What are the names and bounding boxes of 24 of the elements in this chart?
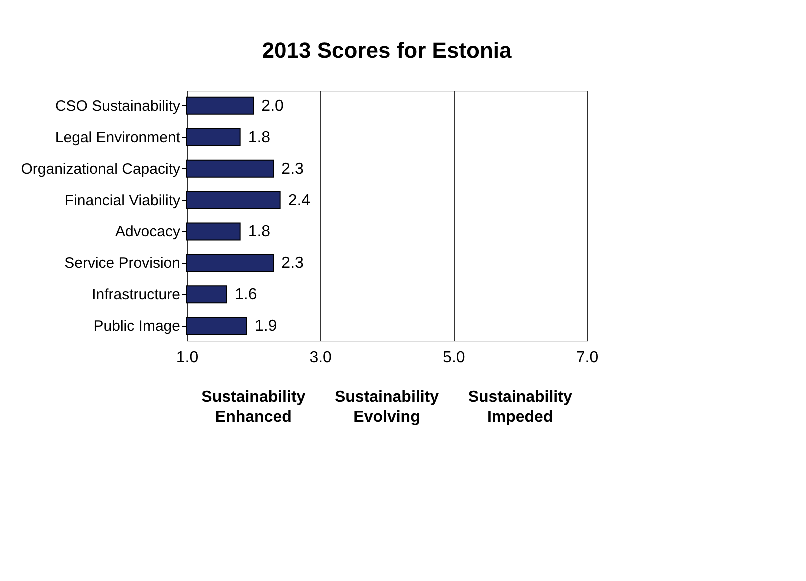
y-tick-label: Organizational Capacity [21, 160, 181, 178]
text: Sustainability Enhanced [202, 389, 306, 426]
y-tick-label: Infrastructure [92, 286, 180, 304]
data-label: 2.3 [282, 160, 304, 178]
y-tick-label: Service Provision [64, 255, 180, 272]
y-tick-label: Financial Viability [64, 192, 181, 210]
y-tick-label: Legal Environment [55, 129, 182, 146]
text: Sustainability Evolving [334, 389, 440, 426]
data-label: 1.8 [248, 129, 271, 146]
y-tick-label: CSO Sustainability [55, 98, 181, 115]
text: Sustainability Impeded [468, 389, 572, 426]
x-tick-label: 3.0 [310, 350, 332, 366]
data-label: 1.9 [255, 318, 278, 336]
data-label: 2.4 [288, 192, 311, 210]
x-tick-label: 7.0 [576, 350, 599, 366]
chart-title: 2013 Scores for Estonia [262, 38, 512, 63]
data-label: 2.0 [262, 98, 284, 115]
data-label: 1.8 [248, 224, 271, 241]
data-label: 2.3 [282, 255, 304, 272]
x-tick-label: 1.0 [176, 350, 199, 366]
x-tick-label: 5.0 [443, 350, 466, 366]
y-tick-label: Public Image [94, 318, 180, 336]
data-label: 1.6 [235, 286, 258, 304]
y-tick-label: Advocacy [115, 224, 181, 241]
